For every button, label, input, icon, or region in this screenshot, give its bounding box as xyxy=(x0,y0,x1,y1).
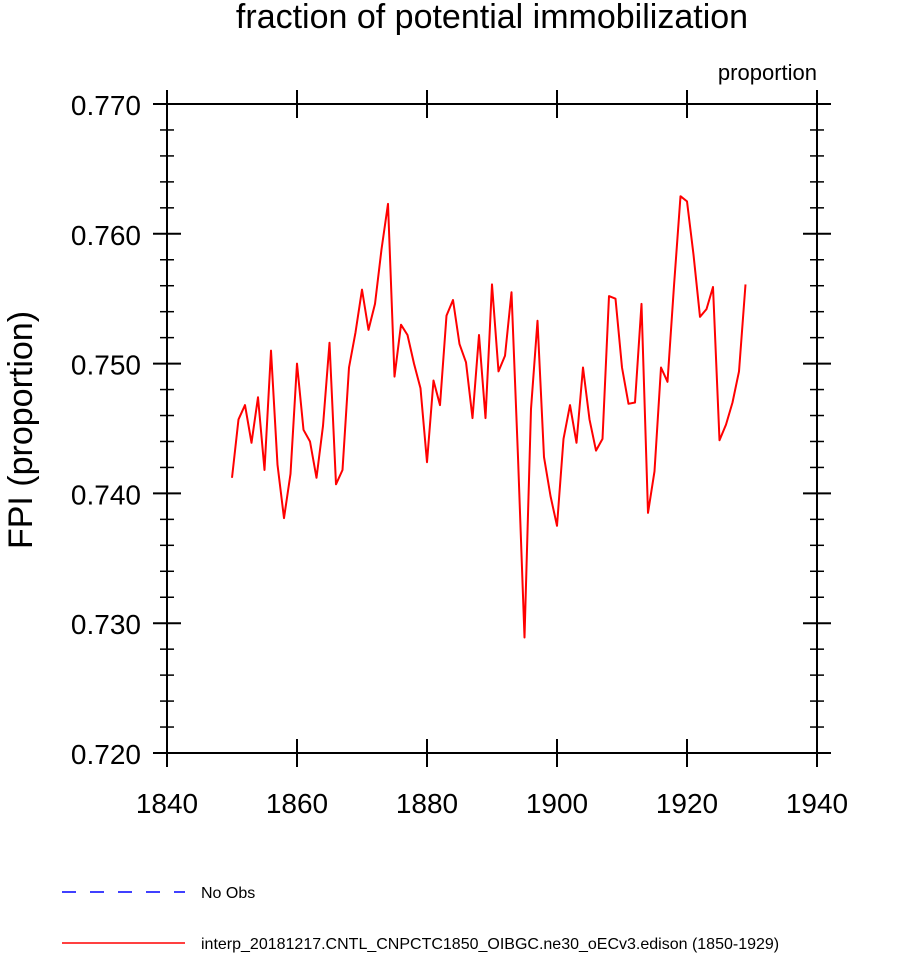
y-tick-label: 0.760 xyxy=(71,220,141,251)
y-tick-label: 0.740 xyxy=(71,479,141,510)
x-tick-label: 1900 xyxy=(526,788,588,819)
y-axis-label: FPI (proportion) xyxy=(2,311,40,549)
series-layer xyxy=(231,195,747,639)
x-tick-label: 1940 xyxy=(786,788,848,819)
plot-frame xyxy=(166,103,818,754)
series-line xyxy=(231,195,747,639)
axis-tick-labels: 0.720 0.730 0.740 0.750 0.760 0.770 1840 1860 18… xyxy=(71,90,848,819)
legend-label: No Obs xyxy=(201,885,255,902)
chart-title: fraction of potential immobilization xyxy=(236,0,748,36)
x-tick-label: 1920 xyxy=(656,788,718,819)
x-tick-label: 1860 xyxy=(266,788,328,819)
y-tick-label: 0.770 xyxy=(71,90,141,121)
y-tick-label: 0.750 xyxy=(71,350,141,381)
legend: No Obs interp_20181217.CNTL_CNPCTC1850_OI… xyxy=(62,885,779,953)
axis-ticks xyxy=(153,90,831,767)
units-label: proportion xyxy=(718,60,817,85)
legend-label: interp_20181217.CNTL_CNPCTC1850_OIBGC.ne… xyxy=(201,936,779,953)
y-tick-label: 0.730 xyxy=(71,609,141,640)
x-tick-label: 1840 xyxy=(136,788,198,819)
y-tick-label: 0.720 xyxy=(71,739,141,770)
x-tick-label: 1880 xyxy=(396,788,458,819)
